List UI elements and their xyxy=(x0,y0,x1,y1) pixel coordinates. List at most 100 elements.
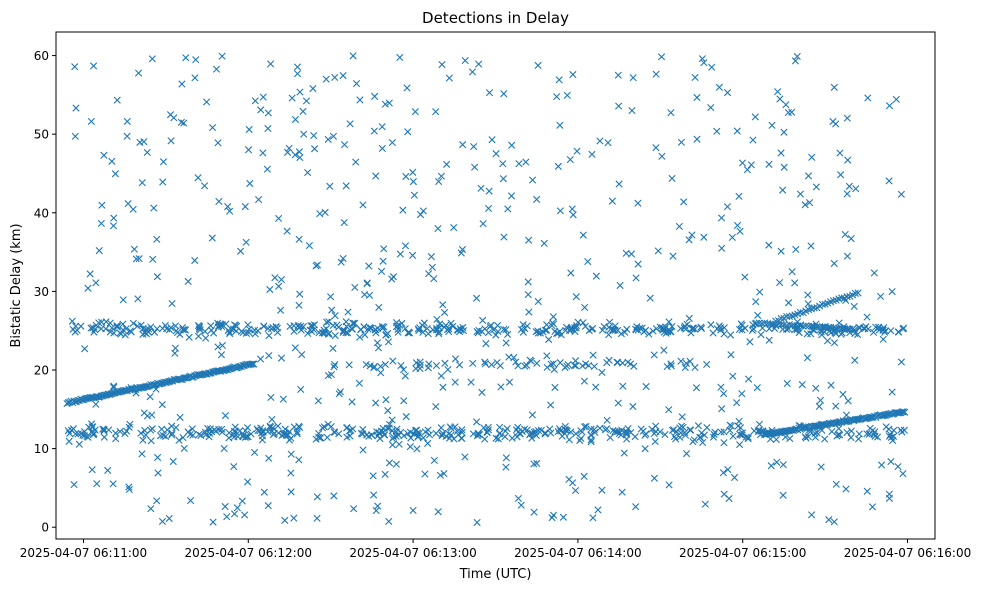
detection-point xyxy=(672,435,680,443)
detection-point xyxy=(305,242,313,250)
detection-point xyxy=(540,239,548,247)
detection-point xyxy=(534,297,542,306)
detection-point xyxy=(442,321,450,329)
detection-point xyxy=(494,435,502,443)
detection-point xyxy=(598,326,607,334)
detection-point xyxy=(746,338,754,346)
detection-point xyxy=(851,289,859,297)
detection-point xyxy=(293,428,301,436)
detection-point xyxy=(244,146,253,154)
detection-point xyxy=(88,466,96,474)
detection-point xyxy=(230,433,238,441)
detection-point xyxy=(780,163,788,171)
detection-point xyxy=(765,160,773,168)
detection-point xyxy=(455,328,464,336)
detection-point xyxy=(93,480,101,488)
detection-point xyxy=(805,426,814,434)
detection-point xyxy=(665,481,673,489)
detection-point xyxy=(263,165,271,173)
detection-point xyxy=(667,360,675,368)
detection-point xyxy=(379,428,387,436)
detection-point xyxy=(152,385,160,393)
detection-point xyxy=(230,325,238,333)
detection-point xyxy=(751,320,760,328)
detection-point xyxy=(505,378,514,386)
detection-point xyxy=(665,406,673,414)
detection-point xyxy=(785,312,794,320)
detection-point xyxy=(298,350,306,359)
detection-point xyxy=(793,318,801,326)
detection-point xyxy=(425,431,434,439)
y-tick-label: 10 xyxy=(34,442,49,456)
detection-point xyxy=(428,263,436,271)
detection-point xyxy=(832,402,840,410)
detection-point xyxy=(779,491,787,499)
detection-point xyxy=(165,514,173,523)
detection-point xyxy=(438,60,446,69)
detection-point xyxy=(176,375,184,383)
detection-point xyxy=(630,362,638,370)
detection-point xyxy=(475,60,483,68)
detection-point xyxy=(881,327,889,335)
detection-point xyxy=(515,160,523,168)
detection-point xyxy=(451,355,460,363)
detection-point xyxy=(530,460,538,468)
detection-point xyxy=(437,372,445,380)
detection-point xyxy=(611,326,619,334)
detection-point xyxy=(866,424,874,432)
detection-point xyxy=(894,409,902,417)
detection-point xyxy=(528,176,537,184)
detection-point xyxy=(221,412,230,420)
detection-point xyxy=(682,450,691,458)
detection-point xyxy=(402,413,410,421)
detection-point xyxy=(600,322,608,331)
detection-point xyxy=(844,156,852,164)
detection-point xyxy=(399,206,407,214)
detection-point xyxy=(796,308,804,317)
detection-point xyxy=(288,94,296,102)
detection-point xyxy=(691,73,699,82)
detection-point xyxy=(885,102,894,110)
detection-point xyxy=(618,488,626,496)
detection-point xyxy=(821,435,829,443)
detection-point xyxy=(291,344,299,352)
detection-point xyxy=(92,279,100,287)
detection-point xyxy=(697,324,706,333)
detection-point xyxy=(510,354,518,362)
detection-point xyxy=(140,138,148,146)
detection-point xyxy=(730,473,739,482)
detection-point xyxy=(632,274,640,282)
detection-point xyxy=(897,426,905,434)
detection-point xyxy=(297,385,305,394)
detection-point xyxy=(525,236,533,244)
detection-point xyxy=(661,325,669,333)
detection-point xyxy=(641,445,649,453)
detection-point xyxy=(752,298,760,306)
detection-point xyxy=(230,430,238,439)
detection-point xyxy=(388,441,397,449)
detection-point xyxy=(214,139,222,147)
detection-point xyxy=(690,436,698,444)
detection-point xyxy=(72,430,80,438)
detection-point xyxy=(310,145,319,153)
detection-point xyxy=(409,178,417,186)
detection-point xyxy=(80,432,89,440)
detection-point xyxy=(374,502,382,510)
detection-point xyxy=(269,431,278,439)
detection-point xyxy=(359,446,367,454)
detection-point xyxy=(862,414,870,423)
detection-point xyxy=(524,278,532,286)
detection-point xyxy=(246,179,254,188)
detection-point xyxy=(589,324,597,333)
detection-point xyxy=(321,208,329,216)
detection-point xyxy=(548,322,556,330)
y-axis-label: Bistatic Delay (km) xyxy=(9,223,24,347)
detection-point xyxy=(439,301,447,309)
detection-point xyxy=(818,300,826,308)
detection-point xyxy=(279,395,287,403)
detection-point xyxy=(576,436,584,445)
detection-point xyxy=(313,261,322,269)
detection-point xyxy=(437,172,445,180)
detection-point xyxy=(424,439,432,447)
